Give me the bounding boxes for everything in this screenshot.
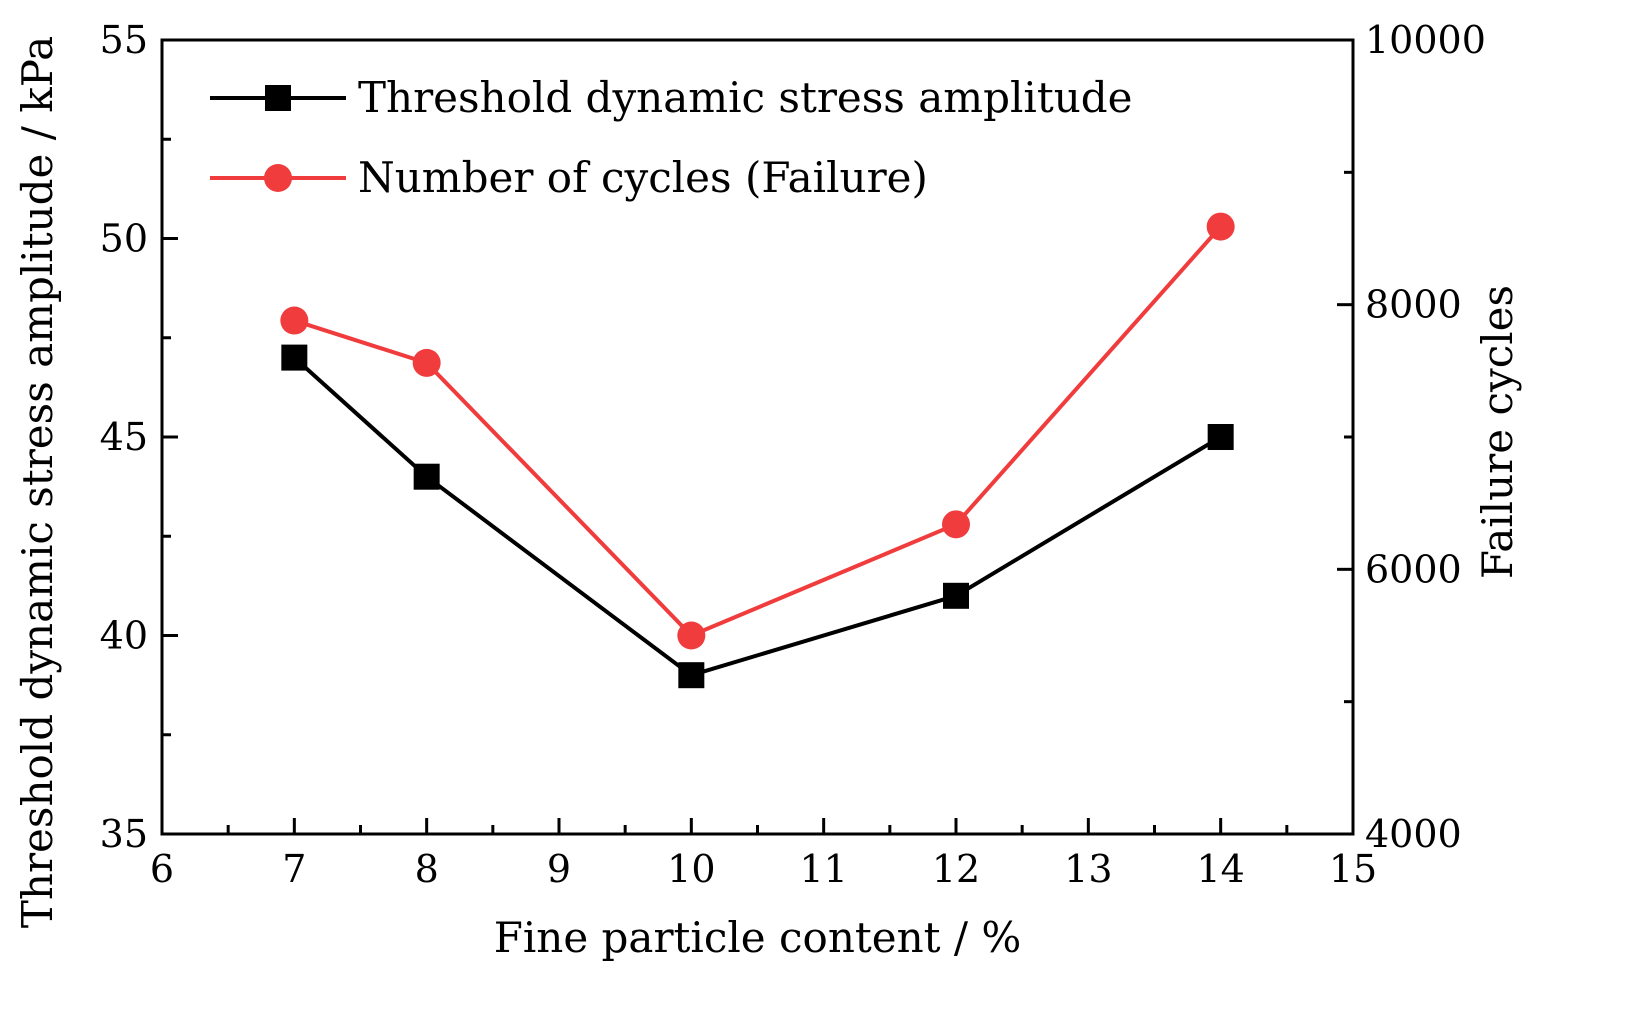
legend-label-cycles: Number of cycles (Failure) xyxy=(358,153,928,202)
x-tick-label-15: 15 xyxy=(1329,847,1377,891)
y-tick-label-35: 35 xyxy=(100,812,148,856)
point-threshold-7 xyxy=(281,344,308,371)
y-tick-label-45: 45 xyxy=(100,415,148,459)
x-tick-label-9: 9 xyxy=(547,847,571,891)
x-tick-label-10: 10 xyxy=(667,847,715,891)
y-tick-label-50: 50 xyxy=(100,217,148,261)
x-tick-label-6: 6 xyxy=(150,847,174,891)
point-threshold-10 xyxy=(678,662,705,689)
y-tick-label-40: 40 xyxy=(100,614,148,658)
y2-axis-title: Failure cycles xyxy=(1473,285,1522,579)
legend: Threshold dynamic stress amplitude Numbe… xyxy=(210,73,1133,202)
y2-tick-label-8000: 8000 xyxy=(1365,283,1462,327)
x-axis-title: Fine particle content / % xyxy=(494,913,1022,962)
point-cycles-10 xyxy=(677,621,706,650)
point-cycles-14 xyxy=(1206,212,1235,241)
point-cycles-7 xyxy=(280,306,309,335)
x-tick-label-8: 8 xyxy=(415,847,439,891)
x-tick-label-13: 13 xyxy=(1064,847,1112,891)
x-tick-label-14: 14 xyxy=(1196,847,1244,891)
x-tick-label-12: 12 xyxy=(932,847,980,891)
series-line-threshold xyxy=(292,356,1222,678)
point-threshold-12 xyxy=(943,582,969,609)
tick-labels: 6 7 8 9 10 11 12 13 14 15 35 40 45 50 55 4000 6000 8000 10… xyxy=(100,18,1486,891)
legend-label-threshold: Threshold dynamic stress amplitude xyxy=(358,73,1133,122)
point-threshold-8 xyxy=(413,463,440,490)
legend-marker-threshold xyxy=(265,85,291,111)
series-layer xyxy=(280,212,1235,689)
legend-marker-cycles xyxy=(264,164,292,192)
y-axis-title: Threshold dynamic stress amplitude / kPa xyxy=(13,36,62,928)
point-threshold-14 xyxy=(1207,424,1234,450)
point-cycles-12 xyxy=(942,510,970,539)
plot-area-frame xyxy=(160,38,1355,836)
x-tick-label-11: 11 xyxy=(799,847,847,891)
y2-tick-label-6000: 6000 xyxy=(1365,547,1462,591)
point-cycles-8 xyxy=(412,348,441,377)
y2-tick-label-4000: 4000 xyxy=(1365,812,1462,856)
y2-tick-label-10000: 10000 xyxy=(1365,18,1486,62)
y-tick-label-55: 55 xyxy=(100,18,148,62)
x-tick-label-7: 7 xyxy=(282,847,306,891)
series-line-cycles xyxy=(293,225,1223,638)
